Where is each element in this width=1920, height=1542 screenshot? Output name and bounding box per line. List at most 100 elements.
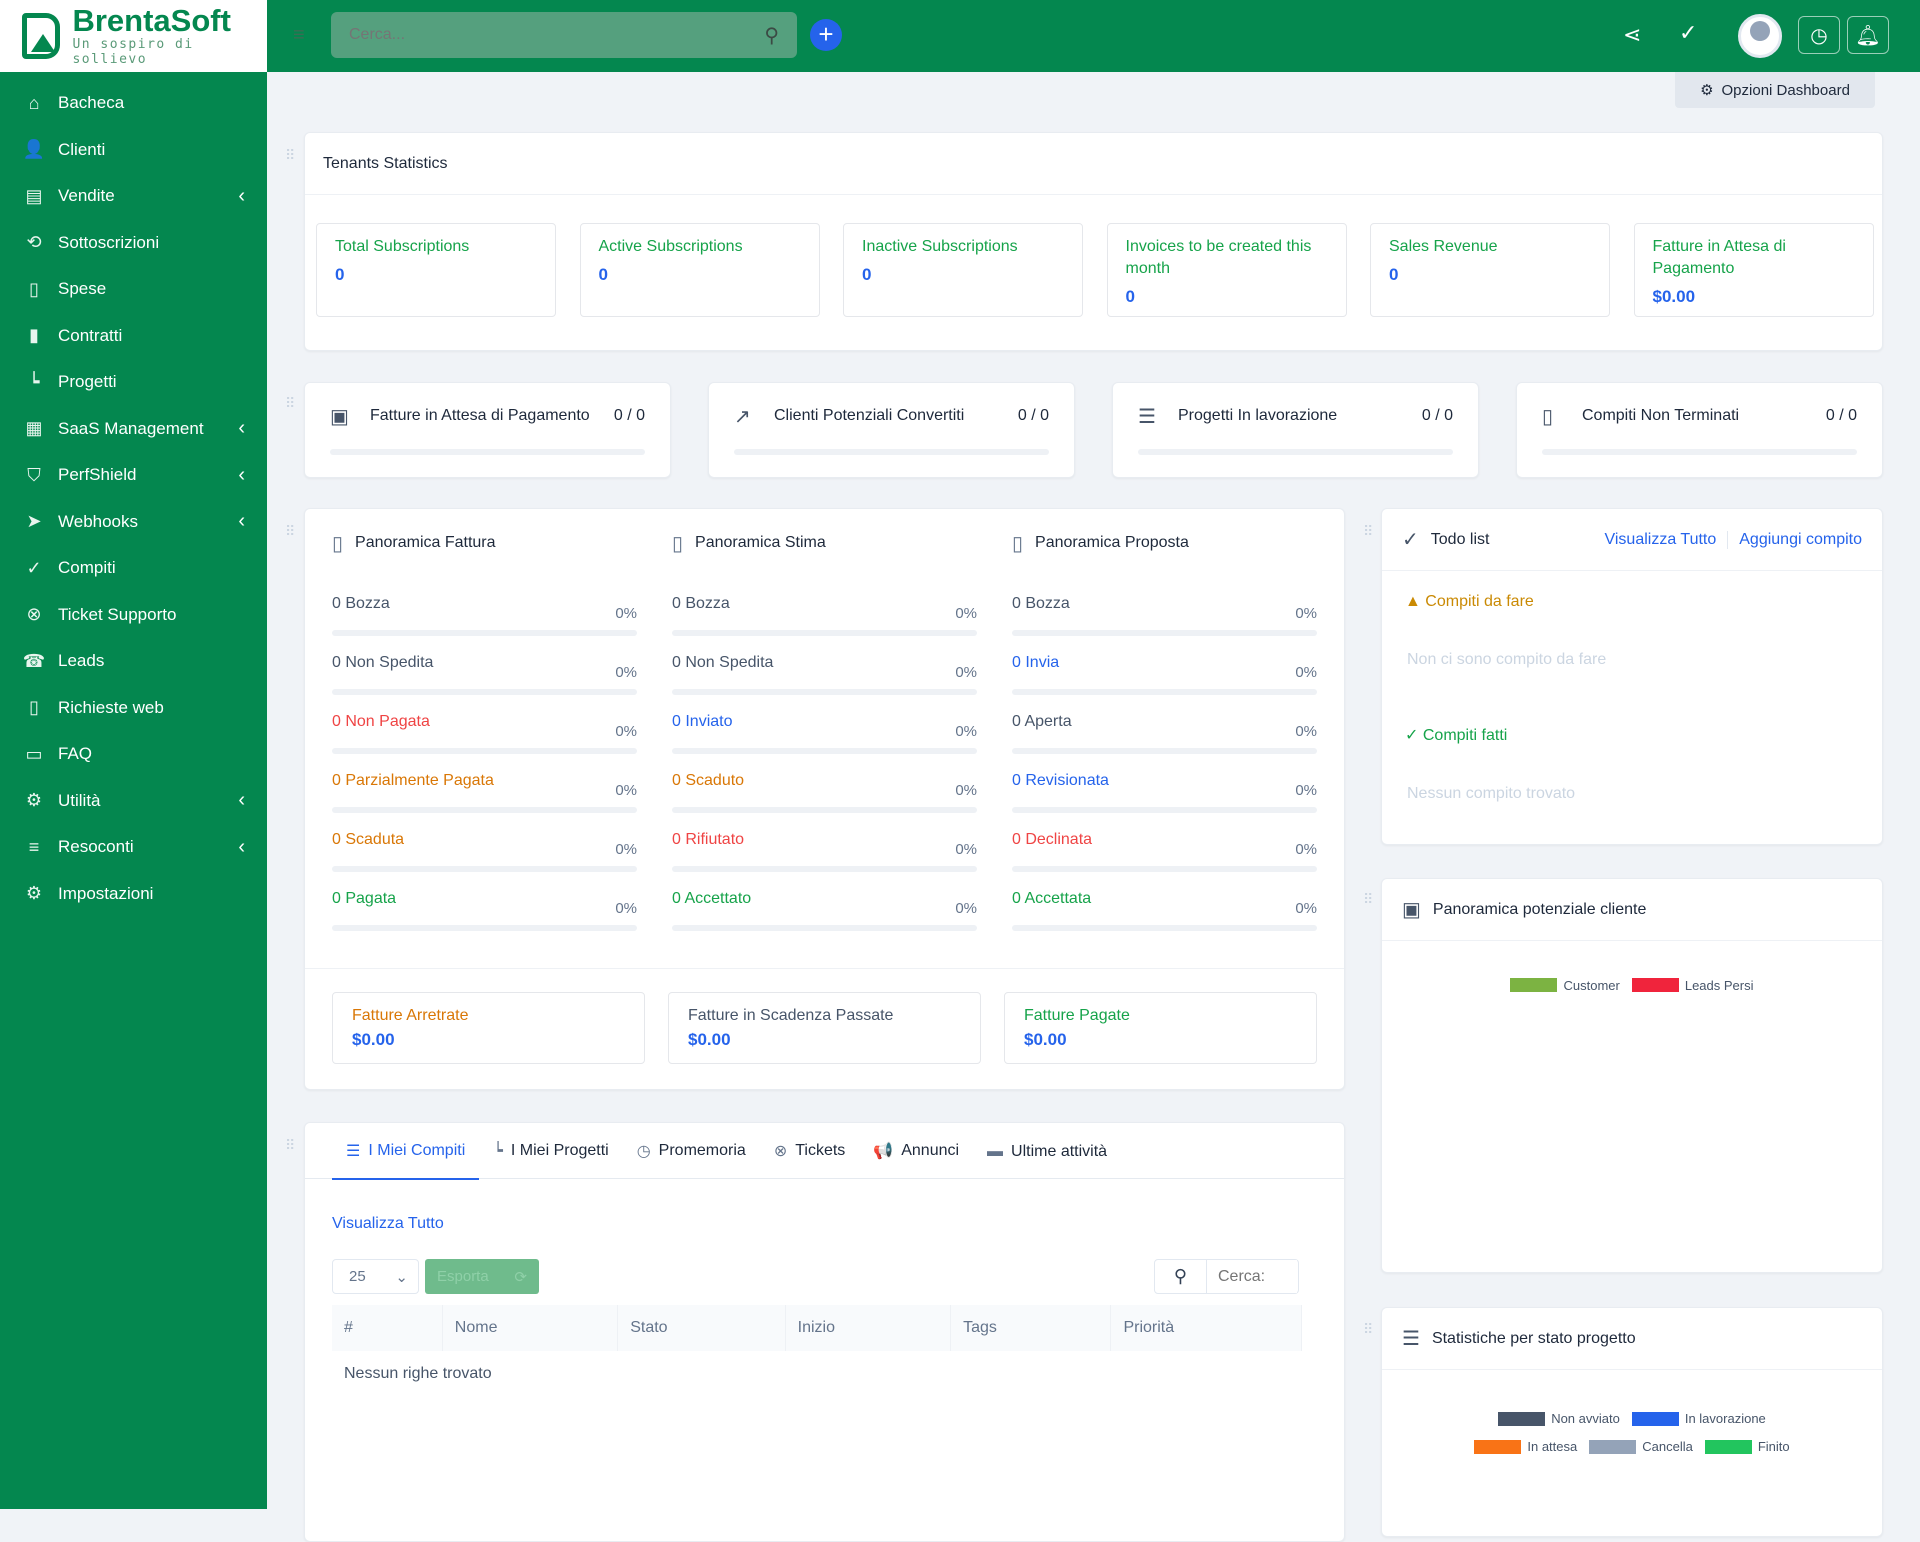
tab-annunci[interactable]: 📢 Annunci	[859, 1123, 973, 1179]
sidebar-item-vendite[interactable]: ▤ Vendite ‹	[0, 173, 267, 220]
overview-row[interactable]: 0 Scaduto 0%	[672, 754, 977, 813]
column-header[interactable]: Tags	[950, 1305, 1112, 1351]
overview-row[interactable]: 0 Accettato 0%	[672, 872, 977, 931]
overview-row[interactable]: 0 Accettata 0%	[1012, 872, 1317, 931]
status-label[interactable]: 0 Rifiutato	[672, 831, 745, 848]
sidebar-item-perfshield[interactable]: ⛉ PerfShield ‹	[0, 452, 267, 499]
search-box[interactable]: ⚲	[331, 12, 797, 58]
overview-row[interactable]: 0 Scaduta 0%	[332, 813, 637, 872]
status-label[interactable]: 0 Non Spedita	[332, 654, 434, 671]
search-icon[interactable]: ⚲	[764, 24, 779, 47]
overview-row[interactable]: 0 Bozza 0%	[332, 577, 637, 636]
overview-row[interactable]: 0 Non Spedita 0%	[672, 636, 977, 695]
status-label[interactable]: 0 Bozza	[1012, 595, 1070, 612]
drag-handle-icon[interactable]: ⠿	[285, 1137, 297, 1153]
bars-icon: ☰	[1402, 1328, 1420, 1350]
overview-row[interactable]: 0 Rifiutato 0%	[672, 813, 977, 872]
avatar[interactable]	[1738, 14, 1782, 58]
view-all-todos-link[interactable]: Visualizza Tutto	[1604, 530, 1717, 548]
sidebar-item-saas-management[interactable]: ▦ SaaS Management ‹	[0, 406, 267, 453]
overview-row[interactable]: 0 Bozza 0%	[672, 577, 977, 636]
column-header[interactable]: Stato	[617, 1305, 786, 1351]
brand-logo[interactable]: BrentaSoft Un sospiro di sollievo	[0, 0, 267, 72]
drag-handle-icon[interactable]: ⠿	[1363, 523, 1375, 539]
status-label[interactable]: 0 Bozza	[672, 595, 730, 612]
legend-item[interactable]: Finito	[1704, 1434, 1790, 1460]
status-label[interactable]: 0 Bozza	[332, 595, 390, 612]
tab-i-miei-compiti[interactable]: ☰ I Miei Compiti	[332, 1124, 480, 1180]
sidebar-item-richieste-web[interactable]: ▯ Richieste web	[0, 685, 267, 732]
status-label[interactable]: 0 Scaduta	[332, 831, 405, 848]
check-icon[interactable]: ✓	[1679, 20, 1698, 45]
sidebar-item-clienti[interactable]: 👤 Clienti	[0, 127, 267, 174]
legend-item[interactable]: Leads Persi	[1631, 978, 1754, 993]
status-label[interactable]: 0 Parzialmente Pagata	[332, 772, 494, 789]
overview-row[interactable]: 0 Invia 0%	[1012, 636, 1317, 695]
overview-row[interactable]: 0 Bozza 0%	[1012, 577, 1317, 636]
status-label[interactable]: 0 Accettato	[672, 890, 752, 907]
sidebar-item-sottoscrizioni[interactable]: ⟲ Sottoscrizioni	[0, 220, 267, 267]
export-button[interactable]: Esporta ⟳	[425, 1259, 539, 1294]
table-search-input[interactable]	[1207, 1260, 1297, 1293]
overview-row[interactable]: 0 Aperta 0%	[1012, 695, 1317, 754]
plus-icon[interactable]: +	[810, 19, 842, 51]
drag-handle-icon[interactable]: ⠿	[1363, 891, 1375, 907]
sidebar-item-bacheca[interactable]: ⌂ Bacheca	[0, 80, 267, 127]
sidebar-item-utilit-[interactable]: ⚙ Utilità ‹	[0, 778, 267, 825]
tab-promemoria[interactable]: ◷ Promemoria	[623, 1123, 760, 1179]
sidebar-item-leads[interactable]: ☎ Leads	[0, 638, 267, 685]
overview-row[interactable]: 0 Non Pagata 0%	[332, 695, 637, 754]
sidebar-item-spese[interactable]: ▯ Spese	[0, 266, 267, 313]
overview-row[interactable]: 0 Non Spedita 0%	[332, 636, 637, 695]
status-label[interactable]: 0 Pagata	[332, 890, 397, 907]
sidebar-item-impostazioni[interactable]: ⚙ Impostazioni	[0, 871, 267, 918]
sidebar-item-resoconti[interactable]: ≡ Resoconti ‹	[0, 824, 267, 871]
status-label[interactable]: 0 Declinata	[1012, 831, 1093, 848]
overview-row[interactable]: 0 Inviato 0%	[672, 695, 977, 754]
sidebar-item-compiti[interactable]: ✓ Compiti	[0, 545, 267, 592]
tab-ultime-attivit-[interactable]: ▬ Ultime attività	[973, 1124, 1121, 1180]
status-label[interactable]: 0 Scaduto	[672, 772, 745, 789]
legend-item[interactable]: In lavorazione	[1631, 1406, 1766, 1432]
overview-row[interactable]: 0 Pagata 0%	[332, 872, 637, 931]
tab-i-miei-progetti[interactable]: ┕ I Miei Progetti	[479, 1123, 622, 1179]
refresh-icon[interactable]: ⟳	[514, 1268, 527, 1286]
sidebar-item-contratti[interactable]: ▮ Contratti	[0, 313, 267, 360]
drag-handle-icon[interactable]: ⠿	[285, 523, 297, 539]
overview-row[interactable]: 0 Parzialmente Pagata 0%	[332, 754, 637, 813]
view-all-link[interactable]: Visualizza Tutto	[332, 1215, 444, 1232]
bell-icon[interactable]: 🔔︎	[1847, 16, 1889, 54]
status-label[interactable]: 0 Inviato	[672, 713, 733, 730]
column-header[interactable]: Inizio	[785, 1305, 952, 1351]
legend-item[interactable]: Cancella	[1589, 1434, 1693, 1460]
column-header[interactable]: Priorità	[1110, 1305, 1302, 1351]
drag-handle-icon[interactable]: ⠿	[285, 395, 297, 411]
page-size-select[interactable]: 25 ⌄	[332, 1259, 419, 1294]
status-label[interactable]: 0 Non Spedita	[672, 654, 774, 671]
clock-icon[interactable]: ◷	[1798, 16, 1840, 54]
search-input[interactable]	[349, 26, 765, 44]
column-header[interactable]: Nome	[442, 1305, 619, 1351]
sidebar-item-faq[interactable]: ▭ FAQ	[0, 731, 267, 778]
legend-item[interactable]: Non avviato	[1498, 1406, 1620, 1432]
drag-handle-icon[interactable]: ⠿	[1363, 1321, 1375, 1337]
share-icon[interactable]: ⋖	[1623, 22, 1642, 47]
tab-tickets[interactable]: ⊗ Tickets	[760, 1123, 859, 1179]
column-header[interactable]: #	[332, 1305, 443, 1351]
dashboard-options-button[interactable]: ⚙ Opzioni Dashboard	[1675, 72, 1875, 108]
drag-handle-icon[interactable]: ⠿	[285, 147, 297, 163]
overview-row[interactable]: 0 Declinata 0%	[1012, 813, 1317, 872]
status-label[interactable]: 0 Revisionata	[1012, 772, 1109, 789]
overview-row[interactable]: 0 Revisionata 0%	[1012, 754, 1317, 813]
legend-item[interactable]: In attesa	[1474, 1434, 1577, 1460]
status-label[interactable]: 0 Aperta	[1012, 713, 1072, 730]
sidebar-item-webhooks[interactable]: ➤ Webhooks ‹	[0, 499, 267, 546]
status-label[interactable]: 0 Invia	[1012, 654, 1060, 671]
sidebar-item-progetti[interactable]: ┕ Progetti	[0, 359, 267, 406]
sidebar-item-ticket-supporto[interactable]: ⊗ Ticket Supporto	[0, 592, 267, 639]
status-label[interactable]: 0 Non Pagata	[332, 713, 430, 730]
status-label[interactable]: 0 Accettata	[1012, 890, 1092, 907]
legend-item[interactable]: Customer	[1510, 978, 1620, 993]
add-todo-link[interactable]: Aggiungi compito	[1739, 530, 1862, 548]
menu-toggle-icon[interactable]: ≡	[293, 24, 305, 46]
